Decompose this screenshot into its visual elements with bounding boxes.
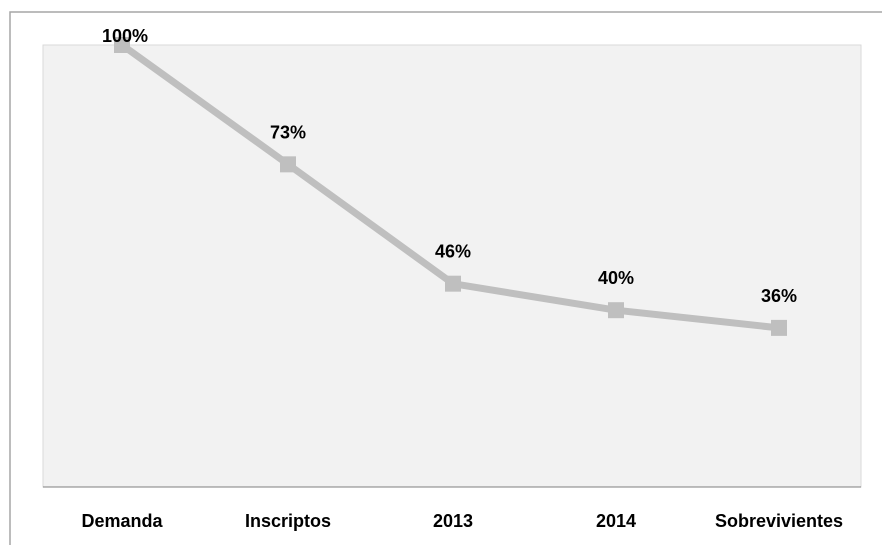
data-point-marker xyxy=(608,302,624,319)
data-point-marker xyxy=(114,37,130,53)
x-tick-label: 2013 xyxy=(433,511,473,531)
data-point-marker xyxy=(280,156,296,173)
x-tick-label: 2014 xyxy=(596,511,636,531)
data-label: 73% xyxy=(270,122,306,142)
data-label-layer: 100% 73% 46% 40% 36% xyxy=(102,26,797,306)
data-point-marker xyxy=(445,275,461,292)
data-label: 36% xyxy=(761,286,797,306)
data-label: 100% xyxy=(102,26,148,46)
data-point-marker xyxy=(771,319,787,336)
data-label: 40% xyxy=(598,268,634,288)
x-tick-label: Sobrevivientes xyxy=(715,511,843,531)
data-label: 46% xyxy=(435,242,471,262)
x-tick-label: Inscriptos xyxy=(245,511,331,531)
chart-frame-border xyxy=(9,11,882,545)
plot-area xyxy=(42,44,862,488)
x-tick-label: Demanda xyxy=(81,511,163,531)
series-layer xyxy=(114,37,787,336)
x-tick-label-layer: Demanda Inscriptos 2013 2014 Sobrevivientes xyxy=(81,511,843,531)
